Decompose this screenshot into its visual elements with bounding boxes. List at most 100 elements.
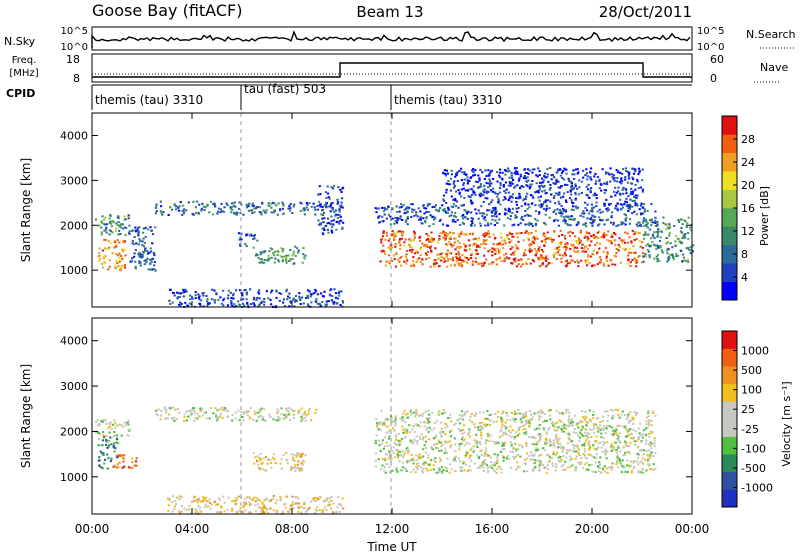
echo-cell: [476, 181, 479, 183]
x-tick-label: 00:00: [675, 522, 710, 536]
echo-cell: [579, 231, 582, 234]
echo-cell: [529, 183, 532, 186]
echo-cell: [631, 259, 634, 261]
echo-cell: [334, 214, 337, 217]
echo-cell: [243, 502, 246, 505]
echo-cell: [397, 454, 400, 457]
echo-cell: [668, 232, 671, 235]
echo-cell: [197, 293, 200, 296]
echo-cell: [518, 412, 521, 415]
echo-cell: [630, 191, 633, 193]
echo-cell: [640, 204, 643, 207]
echo-cell: [601, 450, 604, 453]
echo-cell: [569, 465, 572, 468]
echo-cell: [458, 247, 461, 249]
echo-cell: [527, 223, 530, 226]
echo-cell: [295, 467, 298, 470]
echo-cell: [314, 508, 317, 511]
velocity-echo-layer: [94, 406, 657, 516]
echo-cell: [138, 255, 141, 258]
echo-cell: [531, 458, 534, 461]
echo-cell: [500, 421, 503, 424]
echo-cell: [588, 418, 592, 421]
echo-cell: [565, 424, 568, 427]
echo-cell: [303, 208, 307, 211]
nsky-tick-top-right: 10^5: [697, 26, 724, 37]
echo-cell: [192, 496, 195, 499]
echo-cell: [334, 296, 337, 299]
echo-cell: [594, 182, 597, 185]
echo-cell: [625, 445, 629, 448]
echo-cell: [650, 219, 653, 222]
echo-cell: [524, 428, 527, 430]
echo-cell: [627, 207, 630, 210]
echo-cell: [552, 238, 555, 241]
echo-cell: [395, 434, 398, 437]
echo-cell: [643, 458, 646, 461]
echo-cell: [153, 254, 156, 257]
echo-cell: [108, 246, 111, 249]
echo-cell: [338, 208, 341, 211]
echo-cell: [114, 447, 117, 450]
echo-cell: [563, 218, 566, 221]
echo-cell: [657, 245, 660, 248]
echo-cell: [301, 452, 304, 455]
echo-cell: [329, 289, 332, 292]
echo-cell: [574, 467, 577, 470]
echo-cell: [509, 218, 512, 221]
echo-cell: [276, 411, 279, 414]
echo-cell: [648, 463, 651, 466]
echo-cell: [578, 186, 581, 189]
echo-cell: [196, 412, 199, 415]
echo-cell: [523, 251, 526, 254]
echo-cell: [461, 204, 464, 207]
echo-cell: [395, 466, 398, 469]
echo-cell: [544, 223, 547, 226]
echo-cell: [119, 255, 122, 257]
echo-cell: [424, 435, 427, 438]
echo-cell: [437, 439, 441, 442]
echo-cell: [193, 410, 196, 412]
echo-cell: [409, 203, 412, 206]
echo-cell: [476, 244, 479, 247]
echo-cell: [564, 242, 567, 245]
echo-cell: [219, 415, 222, 418]
echo-cell: [545, 191, 548, 194]
echo-cell: [396, 453, 399, 456]
echo-cell: [253, 496, 256, 499]
echo-cell: [525, 433, 528, 436]
echo-cell: [297, 452, 300, 455]
echo-cell: [282, 212, 285, 215]
echo-cell: [610, 242, 613, 245]
echo-cell: [447, 209, 450, 212]
echo-cell: [564, 408, 568, 411]
echo-cell: [307, 412, 310, 415]
echo-cell: [622, 222, 625, 225]
echo-cell: [141, 240, 144, 243]
echo-cell: [250, 209, 253, 212]
echo-cell: [230, 299, 233, 302]
echo-cell: [634, 183, 637, 186]
echo-cell: [238, 238, 241, 241]
echo-cell: [642, 260, 645, 263]
echo-cell: [270, 202, 273, 205]
echo-cell: [496, 222, 499, 224]
echo-cell: [441, 232, 444, 235]
echo-cell: [97, 259, 100, 262]
echo-cell: [405, 262, 408, 265]
echo-cell: [207, 505, 210, 508]
echo-cell: [625, 441, 628, 444]
echo-cell: [513, 420, 517, 423]
echo-cell: [553, 219, 556, 222]
echo-cell: [515, 450, 518, 453]
echo-cell: [610, 426, 613, 429]
echo-cell: [412, 457, 415, 460]
echo-cell: [495, 215, 498, 218]
echo-cell: [168, 299, 171, 302]
echo-cell: [123, 454, 126, 457]
echo-cell: [117, 215, 120, 218]
echo-cell: [164, 417, 167, 420]
echo-cell: [439, 218, 442, 221]
echo-cell: [518, 178, 521, 181]
echo-cell: [484, 239, 487, 242]
